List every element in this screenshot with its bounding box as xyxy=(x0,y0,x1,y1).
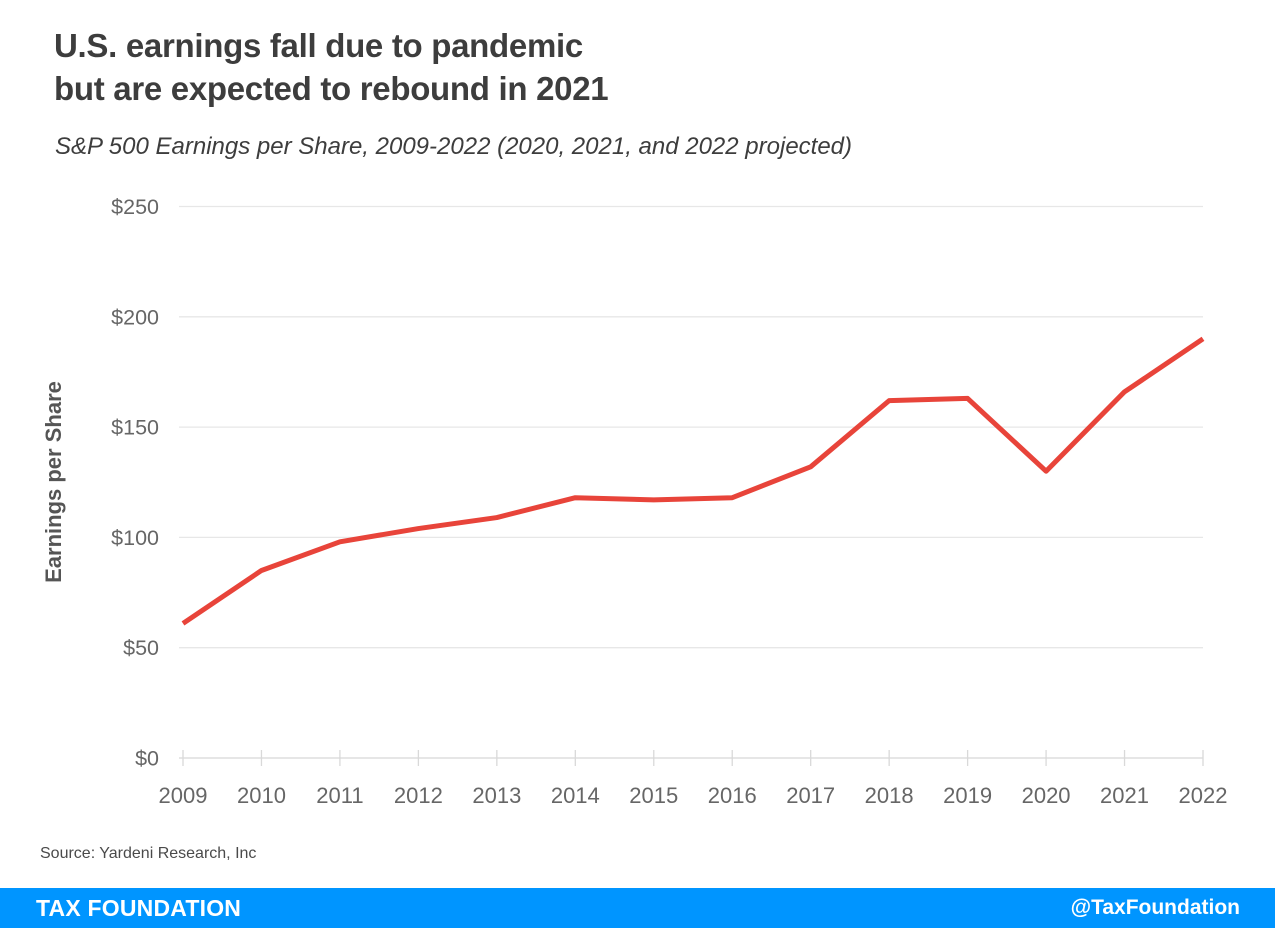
y-axis-title: Earnings per Share xyxy=(41,381,66,583)
source-note: Source: Yardeni Research, Inc xyxy=(40,845,257,862)
y-tick-label: $0 xyxy=(135,747,159,771)
x-tick-label: 2018 xyxy=(865,783,914,808)
y-tick-label: $50 xyxy=(123,636,159,660)
y-tick-label: $250 xyxy=(111,195,159,219)
x-tick-label: 2019 xyxy=(943,783,992,808)
page-title: U.S. earnings fall due to pandemic but a… xyxy=(54,24,609,110)
x-tick-label: 2015 xyxy=(629,783,678,808)
social-handle: @TaxFoundation xyxy=(1070,896,1240,919)
x-tick-label: 2013 xyxy=(472,783,521,808)
page-title-line-2: but are expected to rebound in 2021 xyxy=(54,70,609,107)
y-tick-label: $150 xyxy=(111,416,159,440)
page-title-line-1: U.S. earnings fall due to pandemic xyxy=(54,27,583,64)
brand-wordmark: TAX FOUNDATION xyxy=(36,894,242,921)
x-tick-label: 2017 xyxy=(786,783,835,808)
x-tick-label: 2016 xyxy=(708,783,757,808)
chart-subtitle: S&P 500 Earnings per Share, 2009-2022 (2… xyxy=(55,133,853,160)
x-tick-label: 2020 xyxy=(1022,783,1071,808)
y-tick-label: $200 xyxy=(111,305,159,329)
x-tick-label: 2010 xyxy=(237,783,286,808)
eps-line xyxy=(181,336,1205,626)
x-tick-label: 2012 xyxy=(394,783,443,808)
footer-bar: TAX FOUNDATION @TaxFoundation xyxy=(0,888,1275,928)
x-tick-label: 2014 xyxy=(551,783,600,808)
x-tick-label: 2011 xyxy=(316,783,363,808)
x-tick-label: 2009 xyxy=(159,783,208,808)
x-tick-label: 2022 xyxy=(1179,783,1228,808)
y-tick-label: $100 xyxy=(111,526,159,550)
x-tick-label: 2021 xyxy=(1100,783,1149,808)
